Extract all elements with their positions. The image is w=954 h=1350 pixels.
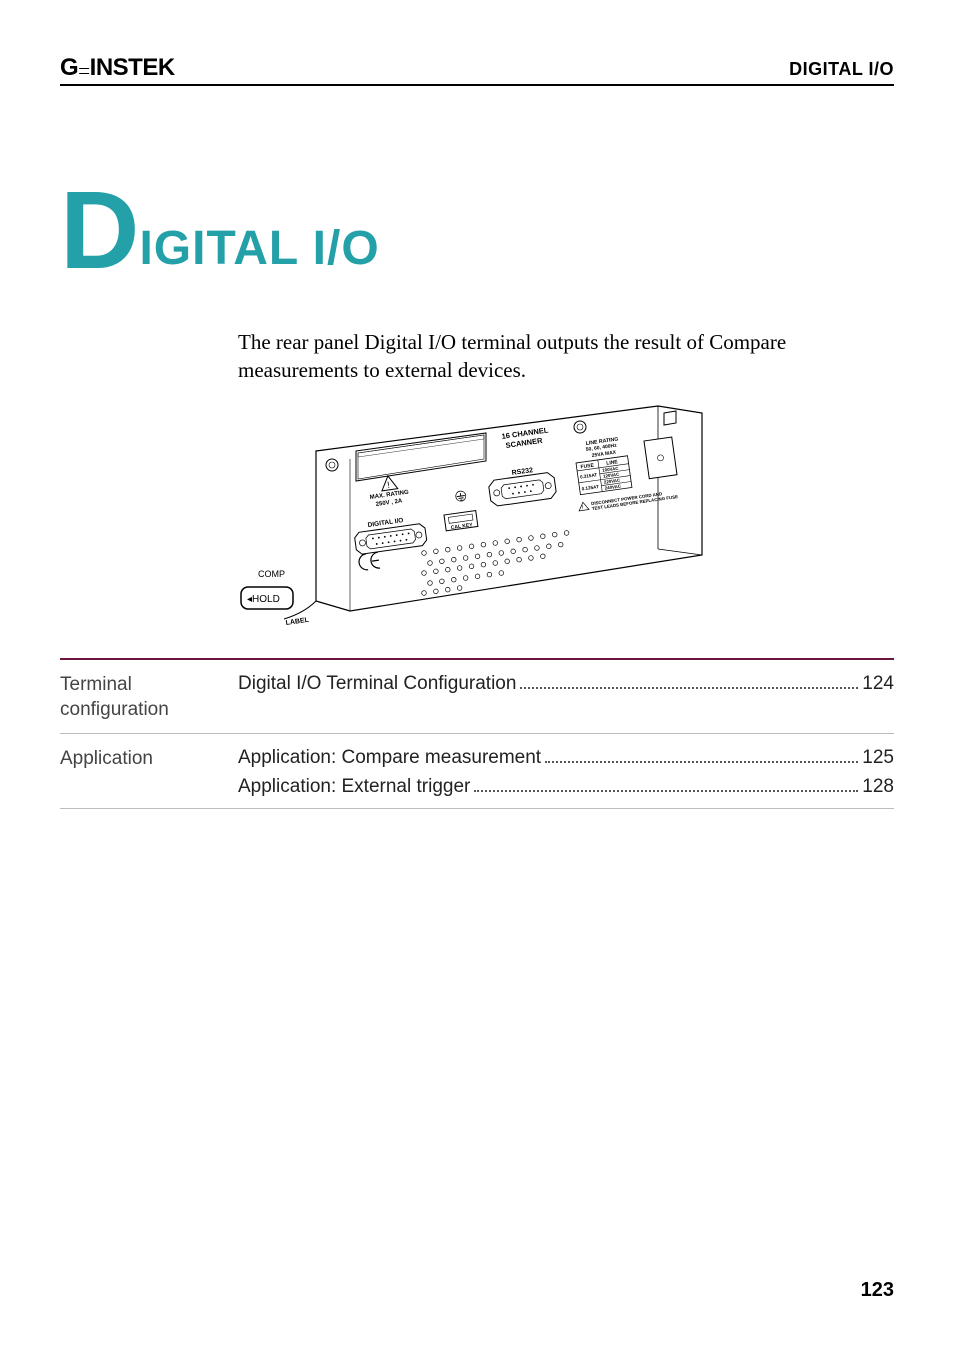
toc-entries: Application: Compare measurement 125 App… [238,746,894,798]
rear-panel-svg: COMP ◂HOLD 16 CHANNEL [238,403,718,633]
page-title: D IGITAL I/O [60,176,894,286]
toc-leader-dots [474,775,858,792]
header-section-title: DIGITAL I/O [789,59,894,80]
toc-entry: Digital I/O Terminal Configuration 124 [238,672,894,695]
comp-label: COMP [258,569,285,579]
page: G——INSTEK DIGITAL I/O D IGITAL I/O The r… [0,0,954,1350]
toc-section-label: Application [60,746,238,798]
toc-entry-label: Application: External trigger [238,776,470,798]
title-rest: IGITAL I/O [139,221,379,276]
label-text: LABEL [285,616,310,626]
toc-entry-label: Digital I/O Terminal Configuration [238,673,516,695]
toc-entry: Application: External trigger 128 [238,775,894,798]
fuse-table: FUSE LINE 0.315AT 0.125AT 100VAC 120VAC … [576,455,632,494]
brand-logo: G——INSTEK [60,54,175,82]
toc-section-label: Terminal configuration [60,672,238,723]
hold-label: ◂HOLD [247,594,280,605]
toc-entries: Digital I/O Terminal Configuration 124 [238,672,894,723]
toc-entry-page: 124 [862,673,894,695]
toc-entry-label: Application: Compare measurement [238,747,541,769]
toc: Terminal configuration Digital I/O Termi… [60,658,894,809]
page-header: G——INSTEK DIGITAL I/O [60,54,894,86]
toc-row: Terminal configuration Digital I/O Termi… [60,660,894,734]
page-number: 123 [861,1279,894,1302]
intro-paragraph: The rear panel Digital I/O terminal outp… [238,328,894,385]
comp-button-group: COMP ◂HOLD [241,569,293,609]
rear-panel-diagram: COMP ◂HOLD 16 CHANNEL [238,403,894,638]
toc-entry-page: 128 [862,776,894,798]
toc-leader-dots [520,672,858,689]
toc-row: Application Application: Compare measure… [60,734,894,809]
rear-panel: 16 CHANNEL SCANNER LINE RATING 50, 60, 4… [284,406,702,627]
title-initial: D [60,176,139,286]
toc-entry-page: 125 [862,747,894,769]
toc-entry: Application: Compare measurement 125 [238,746,894,769]
toc-leader-dots [545,746,858,763]
